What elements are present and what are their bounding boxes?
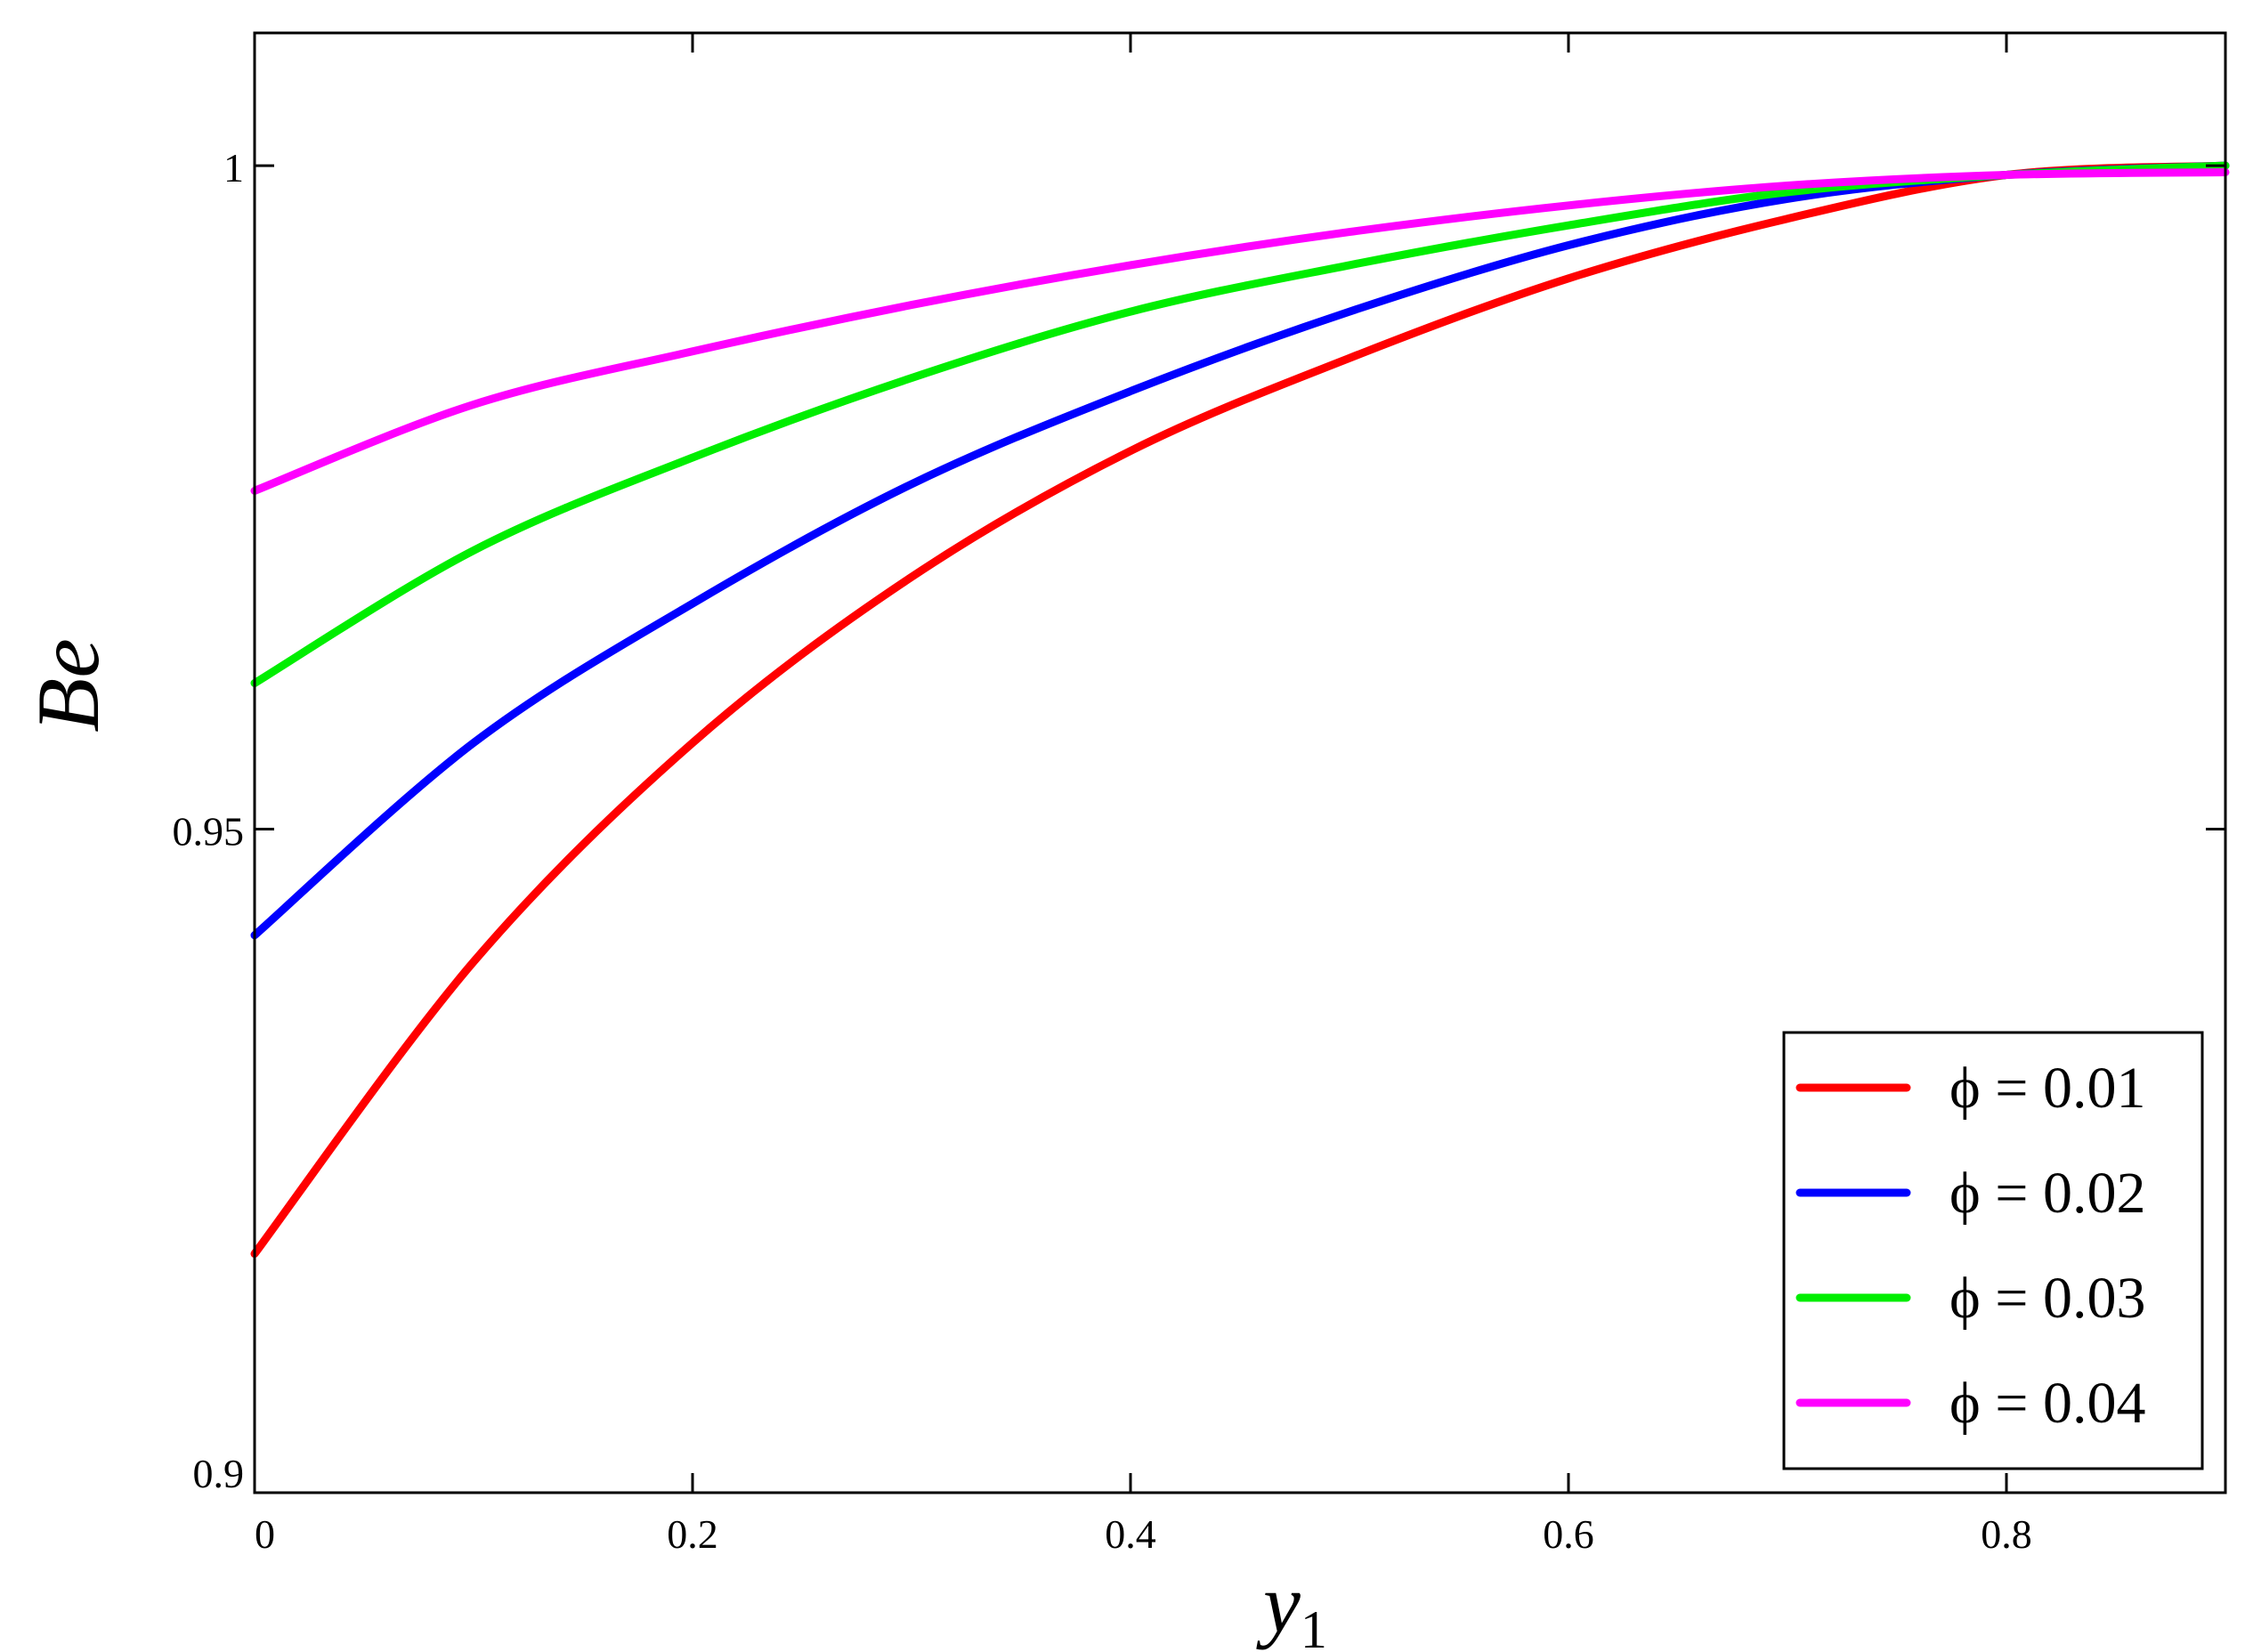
series-curves xyxy=(250,161,2230,1259)
x-tick-label: 0.2 xyxy=(667,1511,718,1557)
x-tick-label: 0.8 xyxy=(1981,1511,2032,1557)
axis-ticks: 0 0.2 0.4 0.6 0.8 0.9 0.95 1 xyxy=(173,33,2225,1557)
plot-area-frame xyxy=(253,31,2227,1494)
x-tick-label: 0.4 xyxy=(1105,1511,1156,1557)
series-line-3 xyxy=(250,161,2230,687)
x-tick-label: 0.6 xyxy=(1543,1511,1594,1557)
legend-label-1: ϕ = 0.01 xyxy=(1949,1056,2145,1121)
y-tick-label: 0.9 xyxy=(193,1451,245,1496)
legend-box xyxy=(1782,1031,2204,1470)
y-tick-label: 0.95 xyxy=(173,809,245,854)
series-line-4 xyxy=(250,168,2230,495)
series-line-2 xyxy=(250,161,2230,940)
series-line-1 xyxy=(250,161,2230,1259)
y-tick-label: 1 xyxy=(223,145,244,190)
x-tick-label: 0 xyxy=(255,1511,275,1557)
y-axis-title: Be xyxy=(19,638,118,732)
legend-label-3: ϕ = 0.03 xyxy=(1949,1266,2145,1331)
legend: ϕ = 0.01 ϕ = 0.02 ϕ = 0.03 ϕ = 0.04 xyxy=(1782,1031,2204,1470)
x-axis-title: y1 xyxy=(1256,1558,1327,1652)
legend-label-2: ϕ = 0.02 xyxy=(1949,1161,2145,1226)
legend-label-4: ϕ = 0.04 xyxy=(1949,1371,2145,1436)
